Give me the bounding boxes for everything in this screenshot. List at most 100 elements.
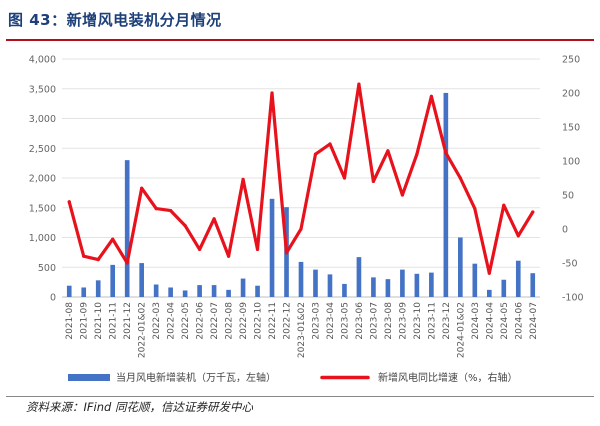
x-tick-label: 2022-11 (268, 302, 278, 340)
line-point (67, 200, 71, 204)
line-point (357, 82, 361, 86)
x-tick-label: 2022-01&02 (138, 302, 148, 358)
line-point (212, 217, 216, 221)
line-point (313, 152, 318, 156)
source-note: 资料来源：IFind 同花顺，信达证券研发中心 (26, 400, 253, 414)
bar (342, 283, 347, 297)
x-tick-label: 2024-06 (514, 302, 524, 340)
line-point (328, 142, 332, 146)
line-point (444, 151, 448, 155)
line-point (96, 258, 100, 262)
bar (385, 279, 391, 297)
y-axis-right: -100 -50 0 50 100 150 200 250 (562, 55, 584, 304)
line-point (400, 193, 404, 197)
x-tick-label: 2024-01&02 (456, 302, 466, 358)
x-tick-label: 2024-07 (529, 302, 539, 340)
x-tick-label: 2023-01&02 (297, 302, 307, 358)
line-point (226, 254, 231, 258)
bar (139, 263, 144, 297)
x-tick-label: 2023-07 (369, 302, 379, 340)
legend-line-label: 新增风电同比增速（%，右轴） (378, 371, 518, 384)
line-point (82, 254, 86, 258)
bar (168, 287, 173, 297)
line-point (502, 203, 506, 207)
y-right-tick-label: 50 (562, 191, 574, 202)
line-point (371, 179, 376, 183)
y-right-tick-label: 250 (562, 55, 580, 66)
title-divider (6, 39, 594, 41)
x-tick-label: 2022-07 (210, 302, 220, 340)
x-tick-label: 2022-06 (196, 302, 206, 340)
line-point (284, 251, 289, 255)
gridlines (62, 58, 540, 298)
bar (240, 278, 246, 297)
bar (255, 285, 260, 297)
y-left-tick-label: 3,500 (29, 84, 56, 95)
bar (515, 260, 521, 297)
x-tick-label: 2023-06 (355, 302, 365, 340)
bar-series (66, 92, 536, 297)
y-right-tick-label: -50 (562, 259, 578, 270)
bar (486, 289, 492, 297)
y-left-tick-label: 2,500 (29, 144, 56, 155)
bar (269, 198, 275, 297)
line-point (111, 237, 115, 241)
y-left-tick-label: 1,500 (29, 203, 56, 214)
line-point (270, 91, 274, 95)
x-tick-label: 2023-04 (326, 302, 336, 340)
growth-line (67, 82, 535, 275)
legend-bar-swatch (68, 374, 110, 381)
bar (414, 273, 420, 297)
x-tick-label: 2024-03 (471, 302, 481, 340)
x-tick-label: 2022-12 (283, 302, 293, 340)
line-point (198, 247, 202, 251)
bar (356, 257, 362, 297)
bar (182, 290, 188, 297)
x-tick-label: 2022-03 (152, 302, 162, 340)
line-point (386, 149, 390, 153)
line-point (487, 271, 491, 275)
bar (327, 274, 333, 297)
bar (530, 273, 536, 297)
x-tick-label: 2023-05 (340, 302, 350, 340)
line-point (183, 224, 187, 228)
bar (197, 285, 202, 297)
y-right-tick-label: -100 (562, 293, 584, 304)
line-point (241, 177, 245, 181)
x-tick-label: 2022-05 (181, 302, 191, 340)
y-left-tick-label: 1,000 (29, 233, 56, 244)
x-tick-label: 2023-03 (311, 302, 321, 340)
x-tick-label: 2021-11 (109, 302, 119, 340)
y-right-tick-label: 0 (562, 225, 568, 236)
line-point (516, 234, 520, 238)
line-point (169, 209, 173, 213)
line-point (125, 261, 129, 265)
line-point (429, 94, 433, 98)
x-tick-label: 2021-10 (94, 302, 104, 340)
y-axis-left: 0 500 1,000 1,500 2,000 2,500 3,000 3,500 4,000 (29, 55, 56, 304)
y-right-tick-label: 100 (562, 157, 580, 168)
line-point (255, 247, 260, 251)
x-tick-label: 2024-05 (500, 302, 510, 340)
bar (81, 287, 87, 297)
x-tick-label: 2023-10 (413, 302, 423, 340)
bar (371, 277, 376, 297)
bar (501, 279, 507, 297)
bar (95, 280, 101, 297)
line-point (342, 176, 347, 180)
y-left-tick-label: 0 (50, 293, 56, 304)
x-tick-label: 2021-09 (80, 302, 90, 340)
y-left-tick-label: 4,000 (29, 55, 56, 66)
bar (458, 237, 463, 297)
x-tick-label: 2022-09 (239, 302, 249, 340)
legend-bar-label: 当月风电新增装机（万千瓦，左轴） (116, 371, 276, 384)
legend: 当月风电新增装机（万千瓦，左轴） 新增风电同比增速（%，右轴） (68, 371, 518, 384)
y-right-tick-label: 150 (562, 123, 580, 134)
bar (153, 284, 159, 297)
line-point (154, 207, 158, 211)
figure-title: 图 43：新增风电装机分月情况 (8, 11, 222, 29)
x-tick-label: 2024-04 (485, 302, 495, 340)
bar (66, 285, 72, 297)
bar (313, 269, 318, 297)
